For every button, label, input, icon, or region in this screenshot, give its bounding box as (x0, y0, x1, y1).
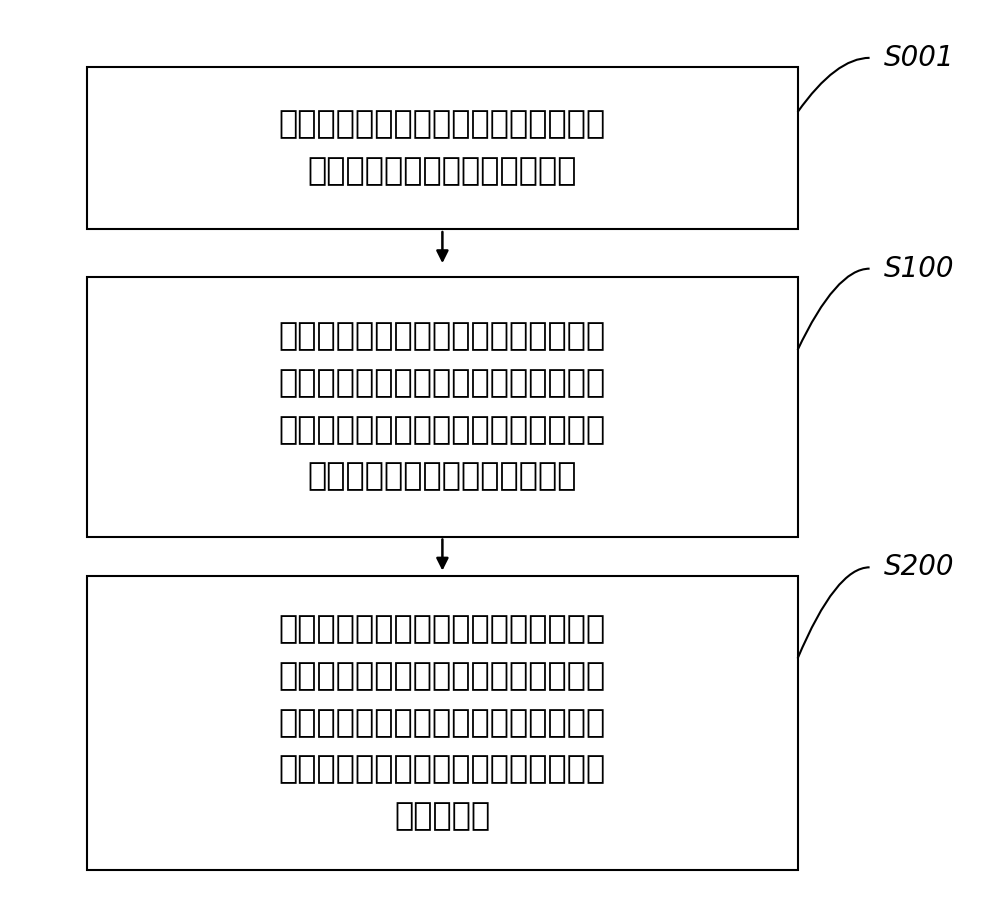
Text: 实时监测第一光学相机的旋转角变化量
和第二光学相机的旋转角变化量: 实时监测第一光学相机的旋转角变化量 和第二光学相机的旋转角变化量 (279, 109, 606, 187)
Text: S200: S200 (884, 554, 954, 581)
Bar (87, 277, 798, 536)
Text: S001: S001 (884, 44, 954, 72)
Text: S100: S100 (884, 254, 954, 283)
Text: 基于第一光学相机的旋转角变化量，第
二光学相机的旋转角变化量，以及第一
光学相机与第二光学相机的夹角初始值
，得到第一光学相机与第二光学相机的
夹角变化量: 基于第一光学相机的旋转角变化量，第 二光学相机的旋转角变化量，以及第一 光学相机… (279, 615, 606, 832)
Bar (87, 576, 798, 870)
Text: 获取第一光学相机的主光轴绕第一光学
相机的测量坐标系的旋转角变化量，以
及第二光学相机的主光轴绕第二光学相
机的测量坐标系的旋转角变化量: 获取第一光学相机的主光轴绕第一光学 相机的测量坐标系的旋转角变化量，以 及第二光… (279, 321, 606, 492)
Bar (87, 67, 798, 229)
